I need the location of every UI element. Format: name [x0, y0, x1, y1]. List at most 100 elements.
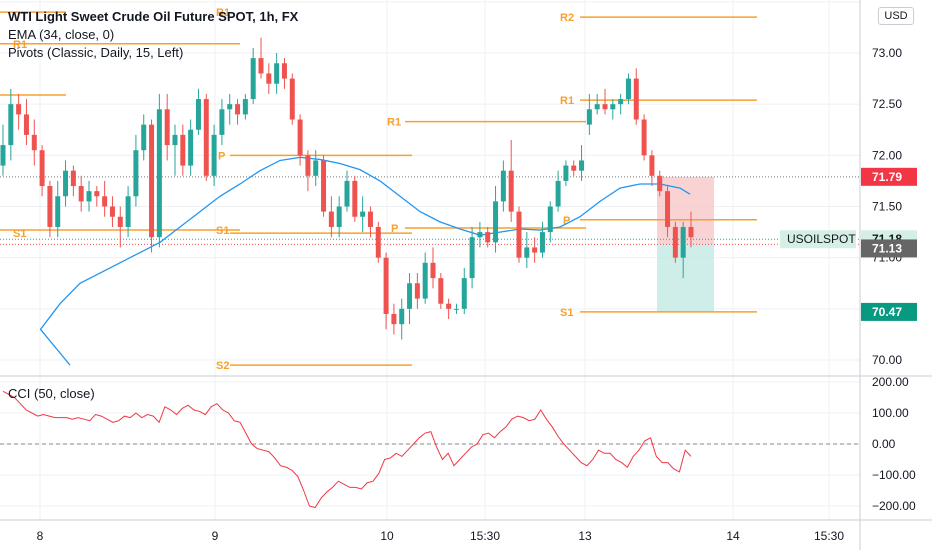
candle-body	[250, 58, 256, 100]
candle-body	[563, 165, 569, 181]
candle-body	[23, 114, 29, 135]
cci-series	[2, 390, 692, 509]
candle-body	[672, 226, 678, 258]
target-price-tag: 70.47	[872, 305, 902, 319]
candle-body	[391, 313, 397, 325]
candle-body	[55, 196, 61, 227]
candle-body	[321, 160, 327, 212]
candle-body	[383, 257, 389, 314]
candle-body	[571, 165, 577, 171]
symbol-tag-bg	[780, 230, 856, 249]
time-tick-label: 13	[578, 529, 592, 543]
ema-line	[39, 156, 691, 366]
candle-body	[0, 145, 6, 166]
candle-body	[524, 247, 530, 258]
candle-body	[47, 186, 53, 227]
ema-legend[interactable]: EMA (34, close, 0)	[8, 27, 115, 42]
candle-body	[219, 109, 225, 135]
candle-body	[688, 226, 694, 238]
candle-body	[203, 99, 209, 176]
currency-button[interactable]: USD	[878, 7, 914, 25]
cci-legend[interactable]: CCI (50, close)	[8, 386, 95, 401]
symbol-title[interactable]: WTI Light Sweet Crude Oil Future SPOT, 1…	[8, 9, 299, 24]
candle-body	[422, 262, 428, 299]
cci-tick-label: −200.00	[872, 499, 916, 513]
candle-body	[8, 104, 14, 146]
candle-body	[344, 180, 350, 207]
candle-body	[141, 124, 147, 151]
cci-tick-label: −100.00	[872, 468, 916, 482]
price-tick-label: 72.00	[872, 148, 902, 162]
grid	[0, 0, 860, 520]
candle-body	[508, 170, 514, 212]
candle-body	[500, 170, 506, 202]
pivot-label: R1	[216, 7, 230, 19]
price-tick-label: 72.50	[872, 97, 902, 111]
candle-body	[31, 134, 37, 151]
ema-series	[39, 156, 691, 366]
candle-body	[305, 155, 311, 176]
candle-body	[547, 206, 553, 233]
candle-body	[242, 99, 248, 115]
prev-price-tag: 71.13	[872, 241, 902, 255]
candle-body	[602, 104, 608, 110]
pivot-label: R2	[560, 12, 574, 24]
cci-line	[0, 390, 860, 509]
candle-body	[461, 278, 467, 309]
candle-body	[39, 150, 45, 187]
candle-body	[109, 206, 115, 217]
pivot-label: R1	[13, 39, 27, 51]
candle-body	[164, 109, 170, 146]
candle-body	[328, 211, 334, 227]
candle-body	[16, 104, 22, 115]
candle-body	[539, 232, 545, 253]
stop-price-tag: 71.79	[872, 170, 902, 184]
candle-body	[618, 99, 624, 105]
cci-tick-label: 0.00	[872, 437, 896, 451]
candle-body	[485, 232, 491, 243]
candle-body	[297, 119, 303, 156]
candle-body	[336, 206, 342, 227]
candle-body	[289, 78, 295, 120]
candle-body	[453, 308, 459, 310]
candle-body	[555, 180, 561, 207]
candle-body	[281, 63, 287, 79]
candle-body	[352, 180, 358, 217]
candle-body	[211, 134, 217, 176]
pivot-label: S2	[216, 360, 229, 372]
candle-body	[414, 283, 420, 299]
candle-body	[188, 129, 194, 166]
price-tick-label: 73.00	[872, 46, 902, 60]
candle-body	[63, 170, 69, 197]
candle-body	[180, 134, 186, 166]
candle-body	[235, 104, 241, 115]
candle-body	[78, 186, 84, 202]
candle-body	[594, 104, 600, 110]
candle-body	[367, 211, 373, 227]
candle-body	[625, 78, 631, 100]
candle-body	[532, 247, 538, 253]
prev-price-tag-bg	[861, 239, 917, 258]
candle-body	[227, 104, 233, 110]
pivot-label: P	[391, 223, 398, 235]
candle-body	[649, 155, 655, 176]
pivot-label: R1	[387, 117, 401, 129]
candle-body	[125, 196, 131, 227]
pivot-label: P	[563, 215, 570, 227]
candles[interactable]	[0, 37, 694, 340]
candle-body	[641, 119, 647, 156]
time-tick-label: 15:30	[814, 529, 844, 543]
candle-body	[172, 134, 178, 146]
candle-body	[266, 73, 272, 84]
pivots-legend[interactable]: Pivots (Classic, Daily, 15, Left)	[8, 45, 184, 60]
pivot-label: S1	[560, 307, 573, 319]
pivot-label: S1	[216, 225, 229, 237]
cci-tick-label: 200.00	[872, 375, 909, 389]
time-tick-label: 8	[37, 529, 44, 543]
candle-body	[680, 226, 686, 258]
time-tick-label: 10	[380, 529, 394, 543]
candle-body	[477, 232, 483, 238]
